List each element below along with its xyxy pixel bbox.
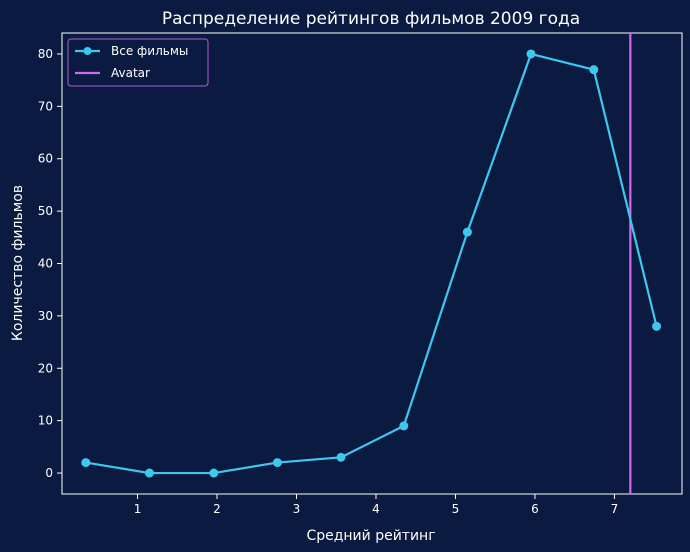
x-tick-label: 3 [293,502,301,516]
data-point [336,452,346,462]
data-point [589,65,599,75]
legend-series-marker-swatch [83,47,92,55]
x-tick-label: 4 [372,502,380,516]
legend-box [67,38,209,87]
data-point [526,49,536,59]
y-tick-label: 80 [38,47,53,61]
y-tick-label: 20 [38,361,53,375]
y-axis-title: Количество фильмов [10,185,26,341]
y-tick-label: 60 [38,152,53,166]
x-tick-label: 7 [611,502,619,516]
y-tick-label: 70 [38,99,53,113]
legend: Все фильмы Avatar [67,38,209,87]
data-point [462,227,472,237]
y-tick-label: 50 [38,204,53,218]
legend-label-avatar: Avatar [111,66,150,80]
plot-area [61,32,683,495]
data-point [144,468,154,478]
data-point [652,321,662,331]
series-line-all-films [85,52,658,475]
x-axis-title: Средний рейтинг [306,528,435,544]
legend-label-all-films: Все фильмы [111,44,188,58]
data-point [272,458,282,468]
x-tick-label: 5 [452,502,460,516]
chart-title: Распределение рейтингов фильмов 2009 год… [162,9,580,29]
x-tick-label: 2 [213,502,221,516]
x-tick-label: 1 [134,502,142,516]
x-axis-ticks: 1 2 3 4 5 6 7 [134,494,619,516]
y-tick-label: 0 [45,466,53,480]
y-axis-ticks: 0 10 20 30 40 50 60 70 80 [38,47,62,480]
data-point [81,458,91,468]
y-tick-label: 30 [38,309,53,323]
data-point [209,468,219,478]
series-layer [81,49,662,478]
y-tick-label: 40 [38,257,53,271]
y-tick-label: 10 [38,414,53,428]
data-point [399,421,409,431]
x-tick-label: 6 [531,502,539,516]
